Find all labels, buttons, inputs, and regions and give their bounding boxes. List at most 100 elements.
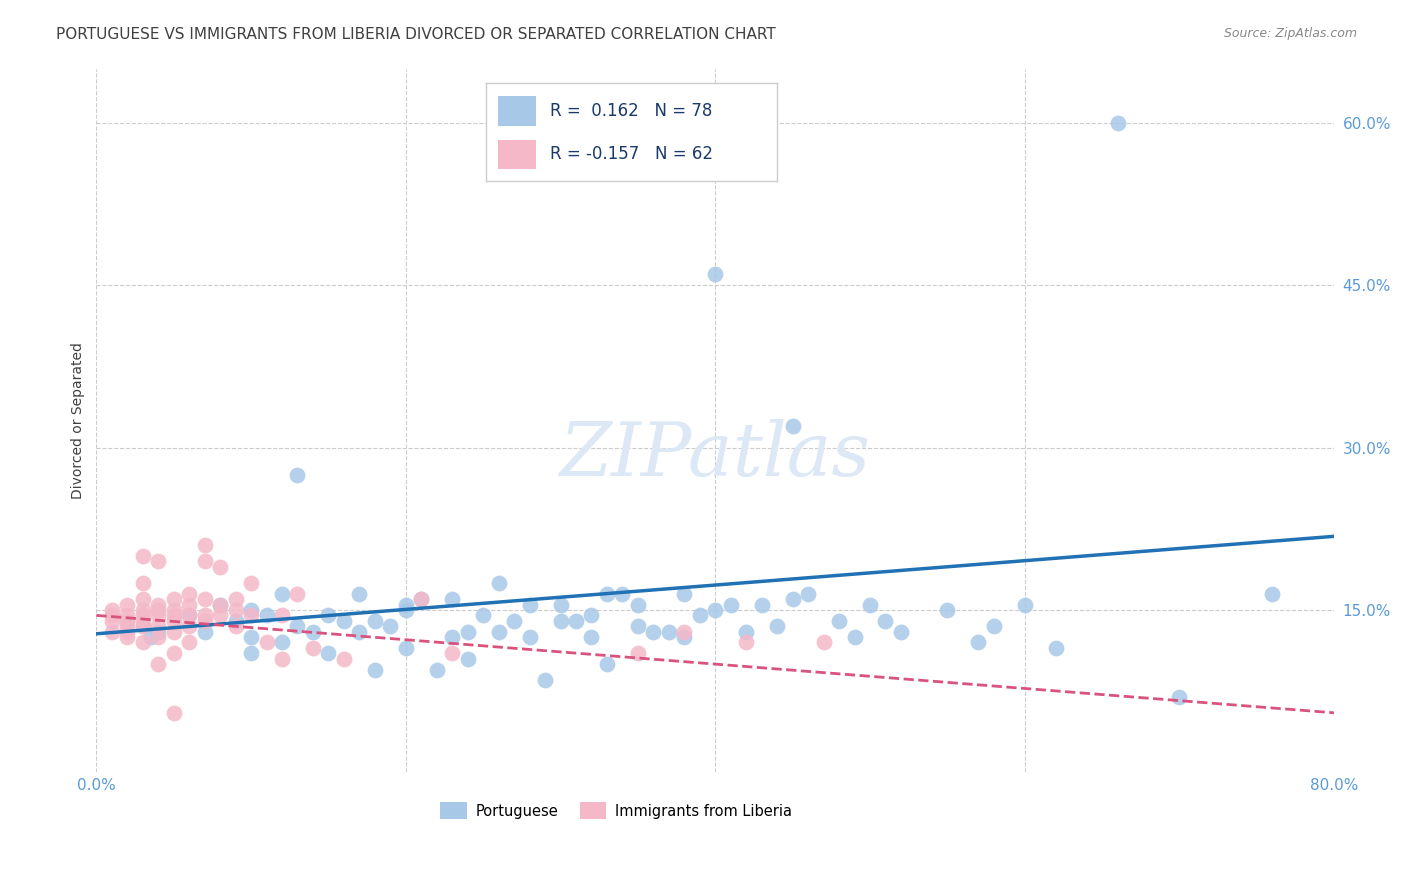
Point (302, 624, 325, 639)
Point (179, 587, 201, 601)
Point (163, 603, 186, 617)
Point (148, 619, 170, 633)
Point (411, 592, 433, 607)
Point (163, 608, 186, 623)
Point (813, 635, 835, 649)
Point (101, 624, 124, 639)
Point (132, 635, 155, 649)
Point (302, 640, 325, 655)
Point (596, 657, 619, 672)
Point (349, 587, 371, 601)
Point (132, 608, 155, 623)
Point (101, 614, 124, 628)
Point (380, 619, 402, 633)
Point (240, 630, 263, 644)
Point (117, 598, 139, 612)
Point (782, 592, 804, 607)
Point (318, 646, 340, 660)
Point (488, 575, 510, 590)
Point (179, 608, 201, 623)
Point (596, 587, 619, 601)
Legend: Portuguese, Immigrants from Liberia: Portuguese, Immigrants from Liberia (434, 797, 797, 825)
Text: PORTUGUESE VS IMMIGRANTS FROM LIBERIA DIVORCED OR SEPARATED CORRELATION CHART: PORTUGUESE VS IMMIGRANTS FROM LIBERIA DI… (56, 27, 776, 42)
Point (457, 624, 479, 639)
Point (550, 598, 572, 612)
Point (139, 630, 162, 644)
Point (1107, 116, 1129, 130)
Point (209, 608, 232, 623)
Point (194, 624, 217, 639)
Point (1045, 640, 1067, 655)
Point (209, 598, 232, 612)
Point (673, 630, 696, 644)
Point (875, 614, 897, 628)
Point (132, 603, 155, 617)
Point (132, 592, 155, 607)
Point (627, 619, 650, 633)
Point (287, 619, 309, 633)
Point (488, 624, 510, 639)
Point (225, 614, 247, 628)
Point (209, 559, 232, 574)
Y-axis label: Divorced or Separated: Divorced or Separated (72, 342, 86, 499)
Point (581, 608, 603, 623)
Point (132, 549, 155, 563)
Point (844, 630, 866, 644)
Point (163, 646, 186, 660)
Point (983, 619, 1005, 633)
Point (395, 598, 418, 612)
Point (1168, 690, 1191, 704)
Point (673, 587, 696, 601)
Point (766, 619, 789, 633)
Point (967, 635, 990, 649)
Point (179, 598, 201, 612)
Point (117, 614, 139, 628)
Point (519, 630, 541, 644)
Point (163, 624, 186, 639)
Point (287, 587, 309, 601)
Point (441, 592, 464, 607)
Point (194, 592, 217, 607)
Point (256, 608, 278, 623)
Point (209, 598, 232, 612)
Point (148, 630, 170, 644)
Point (519, 598, 541, 612)
Point (271, 635, 294, 649)
Point (859, 598, 882, 612)
Point (117, 624, 139, 639)
Point (148, 603, 170, 617)
Point (163, 706, 186, 720)
Point (194, 538, 217, 552)
Point (1014, 598, 1036, 612)
Point (271, 651, 294, 665)
Point (287, 467, 309, 482)
Point (117, 614, 139, 628)
Point (194, 614, 217, 628)
Point (581, 630, 603, 644)
Point (132, 614, 155, 628)
Point (782, 418, 804, 433)
Point (194, 608, 217, 623)
Point (318, 608, 340, 623)
Point (179, 619, 201, 633)
Point (704, 267, 727, 281)
Point (735, 624, 758, 639)
Point (240, 575, 263, 590)
Point (132, 619, 155, 633)
Point (890, 624, 912, 639)
Text: ZIPatlas: ZIPatlas (560, 419, 870, 491)
Point (194, 554, 217, 568)
Point (395, 603, 418, 617)
Point (720, 598, 742, 612)
Point (426, 663, 449, 677)
Point (411, 592, 433, 607)
Point (797, 587, 820, 601)
Point (240, 608, 263, 623)
Point (643, 624, 665, 639)
Point (101, 603, 124, 617)
Point (179, 608, 201, 623)
Point (256, 635, 278, 649)
Point (441, 646, 464, 660)
Point (333, 614, 356, 628)
Point (163, 614, 186, 628)
